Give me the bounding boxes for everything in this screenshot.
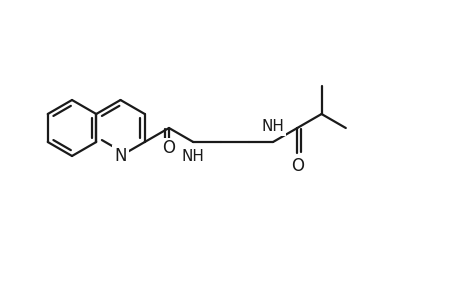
Text: NH: NH [181,149,204,164]
Text: NH: NH [261,119,284,134]
Text: O: O [290,157,303,175]
Text: N: N [114,147,127,165]
Text: O: O [162,139,175,157]
